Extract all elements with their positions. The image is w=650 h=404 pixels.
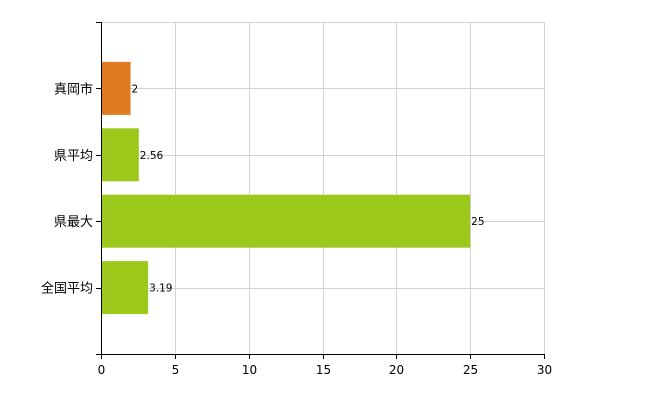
bar [102, 261, 149, 315]
label-layer: 0 5 10 15 20 25 30 真岡市 2 県平均 2.56 県最大 25 全国平均 3.19 [41, 81, 552, 377]
data-label: 3.19 [149, 283, 172, 295]
category-label: 県最大 [54, 215, 93, 230]
axis-layer [96, 22, 545, 359]
x-tick-label: 0 [98, 363, 106, 377]
data-label: 2 [132, 83, 139, 95]
category-label: 県平均 [54, 149, 93, 164]
bar [102, 194, 471, 248]
data-label: 2.56 [140, 150, 164, 162]
category-label: 真岡市 [54, 81, 93, 97]
x-tick-label: 15 [316, 363, 331, 377]
category-label: 全国平均 [41, 281, 93, 297]
bar [102, 61, 131, 115]
data-label: 25 [471, 216, 484, 228]
bar [102, 128, 139, 182]
bar-layer [102, 61, 471, 315]
x-tick-label: 20 [389, 363, 404, 377]
x-tick-label: 25 [463, 363, 478, 377]
grid-layer [101, 22, 545, 354]
x-tick-label: 5 [172, 363, 180, 377]
x-tick-label: 10 [242, 363, 257, 377]
x-tick-label: 30 [537, 363, 552, 377]
